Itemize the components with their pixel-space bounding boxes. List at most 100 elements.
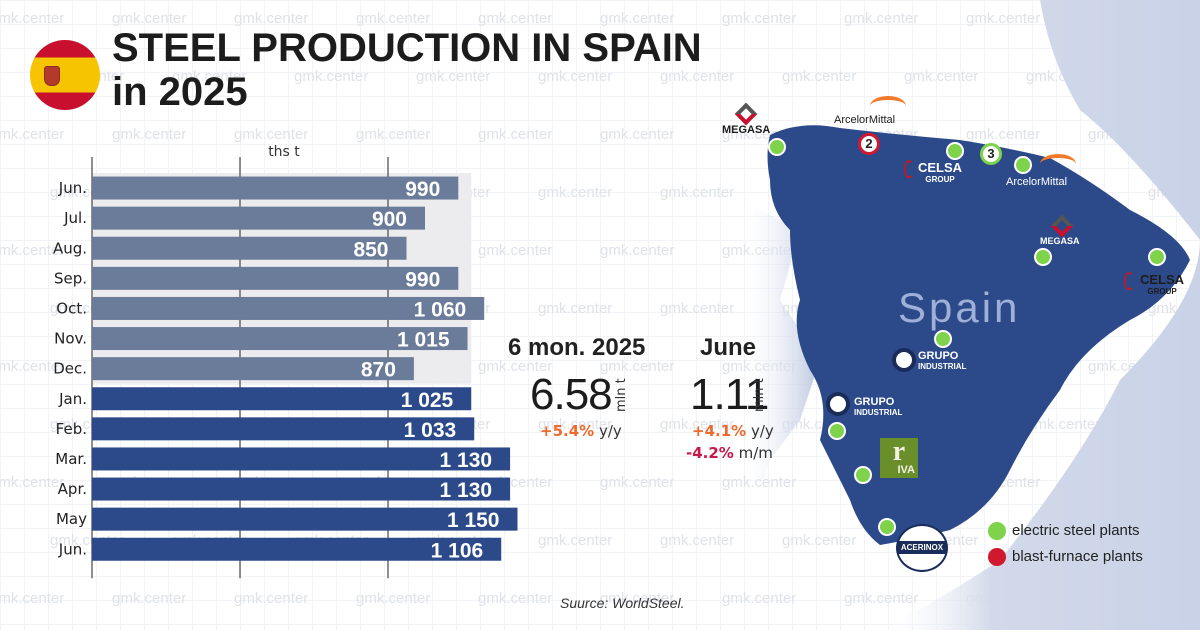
arcelormittal-logo-icon — [870, 96, 906, 116]
electric-plant-marker — [1148, 248, 1166, 266]
electric-plant-marker-numbered: 3 — [980, 143, 1002, 165]
value-label: 870 — [361, 359, 396, 382]
june-unit: mln t — [752, 378, 767, 412]
category-label: Jun. — [58, 540, 87, 558]
celsa-logo-icon — [904, 160, 914, 178]
electric-plant-marker — [768, 138, 786, 156]
bar — [92, 206, 425, 230]
value-label: 1 130 — [440, 449, 493, 472]
bar — [92, 176, 459, 200]
legend-electric-dot — [988, 522, 1006, 540]
category-label: Jan. — [58, 390, 87, 408]
electric-plant-marker — [1034, 248, 1052, 266]
flag-crest — [44, 66, 60, 86]
celsa-logo-icon-2 — [1124, 272, 1134, 290]
category-label: Sep. — [54, 269, 87, 287]
june-value: 1.11 — [690, 370, 769, 419]
legend-electric-label: electric steel plants — [1012, 522, 1140, 539]
six-month-value: 6.58 — [530, 370, 613, 419]
legend-blast-label: blast-furnace plants — [1012, 548, 1143, 565]
riva-text: IVA — [897, 464, 915, 476]
six-month-yoy-label: y/y — [598, 422, 622, 440]
value-label: 990 — [405, 268, 440, 291]
six-month-unit: mln t — [614, 378, 629, 412]
value-label: 850 — [353, 238, 388, 261]
bar — [92, 357, 414, 381]
electric-plant-marker — [878, 518, 896, 536]
six-month-yoy-value: +5.4% — [540, 422, 595, 440]
june-mom-value: -4.2% — [686, 444, 734, 462]
june-yoy-value: +4.1% — [692, 422, 747, 440]
grupo-label-2: GRUPO INDUSTRIAL — [854, 396, 902, 417]
megasa-label-2: MEGASA — [1040, 236, 1080, 246]
acerinox-label: ACERINOX — [898, 541, 946, 554]
category-label: Jul. — [63, 209, 87, 227]
spain-land — [767, 125, 1190, 545]
celsa-label: CELSA GROUP — [918, 160, 962, 184]
value-label: 1 130 — [440, 479, 493, 502]
value-label: 1 033 — [404, 419, 457, 442]
portugal-area — [740, 200, 820, 490]
sea-area — [880, 0, 1200, 630]
bar — [92, 387, 472, 411]
value-label: 1 106 — [431, 539, 484, 562]
six-month-heading: 6 mon. 2025 — [508, 334, 646, 361]
legend-blast-dot — [988, 548, 1006, 566]
arcelormittal-label: ArcelorMittal — [834, 114, 896, 126]
acerinox-logo: ACERINOX — [896, 524, 948, 572]
category-label: Mar. — [55, 450, 87, 468]
category-label: Aug. — [53, 239, 87, 257]
celsa-label-2: CELSA GROUP — [1140, 272, 1184, 296]
riva-r: r — [892, 436, 906, 467]
june-mom-label: m/m — [738, 444, 773, 462]
bar-chart: ths t Jun. 990 Jul. 900 Aug. 850 Sep. 990 Oct. 1 0… — [53, 144, 518, 579]
category-label: May — [56, 510, 87, 528]
page-title: STEEL PRODUCTION IN SPAIN in 2025 — [112, 26, 702, 114]
category-label: Jun. — [58, 179, 87, 197]
grupo-sub-2: INDUSTRIAL — [854, 408, 903, 417]
grupo-sub: INDUSTRIAL — [918, 362, 967, 371]
blast-furnace-plant-marker: 2 — [858, 133, 880, 155]
celsa-sub: GROUP — [925, 175, 955, 184]
arcelormittal-label-2: ArcelorMittal — [1006, 176, 1068, 188]
spain-flag-icon — [30, 40, 100, 110]
value-label: 1 060 — [414, 298, 467, 321]
value-label: 990 — [405, 178, 440, 201]
grupo-logo-icon — [892, 348, 916, 372]
megasa-label: MEGASA — [722, 124, 771, 136]
category-label: Oct. — [56, 299, 87, 317]
june-yoy: +4.1% y/y — [692, 422, 774, 440]
bar — [92, 507, 518, 531]
electric-plant-marker — [1014, 156, 1032, 174]
electric-plant-marker — [934, 330, 952, 348]
arcelormittal-logo-icon-2 — [1040, 154, 1076, 174]
category-label: Feb. — [56, 420, 87, 438]
value-label: 900 — [372, 208, 407, 231]
six-month-yoy: +5.4% y/y — [540, 422, 622, 440]
value-label: 1 150 — [447, 509, 500, 532]
bar — [92, 236, 407, 260]
value-label: 1 025 — [401, 389, 454, 412]
value-label: 1 015 — [397, 329, 450, 352]
june-mom: -4.2% m/m — [686, 444, 773, 462]
title-line-1: STEEL PRODUCTION IN SPAIN — [112, 26, 702, 70]
country-label: Spain — [898, 284, 1021, 331]
bar — [92, 447, 511, 471]
bar — [92, 417, 475, 441]
bar — [92, 537, 502, 561]
june-heading: June — [700, 334, 757, 361]
bar — [92, 477, 511, 501]
x-axis-unit-label: ths t — [268, 144, 300, 160]
grupo-label: GRUPO INDUSTRIAL — [918, 350, 966, 371]
bar — [92, 327, 468, 351]
june-yoy-label: y/y — [750, 422, 774, 440]
celsa-sub-2: GROUP — [1147, 287, 1177, 296]
bar — [92, 296, 485, 320]
source-note: Suurce: WorldSteel. — [560, 595, 685, 611]
title-line-2: in 2025 — [112, 70, 248, 114]
grupo-logo-icon-2 — [826, 392, 850, 416]
electric-plant-marker — [854, 466, 872, 484]
grupo-name-2: GRUPO — [854, 396, 895, 408]
